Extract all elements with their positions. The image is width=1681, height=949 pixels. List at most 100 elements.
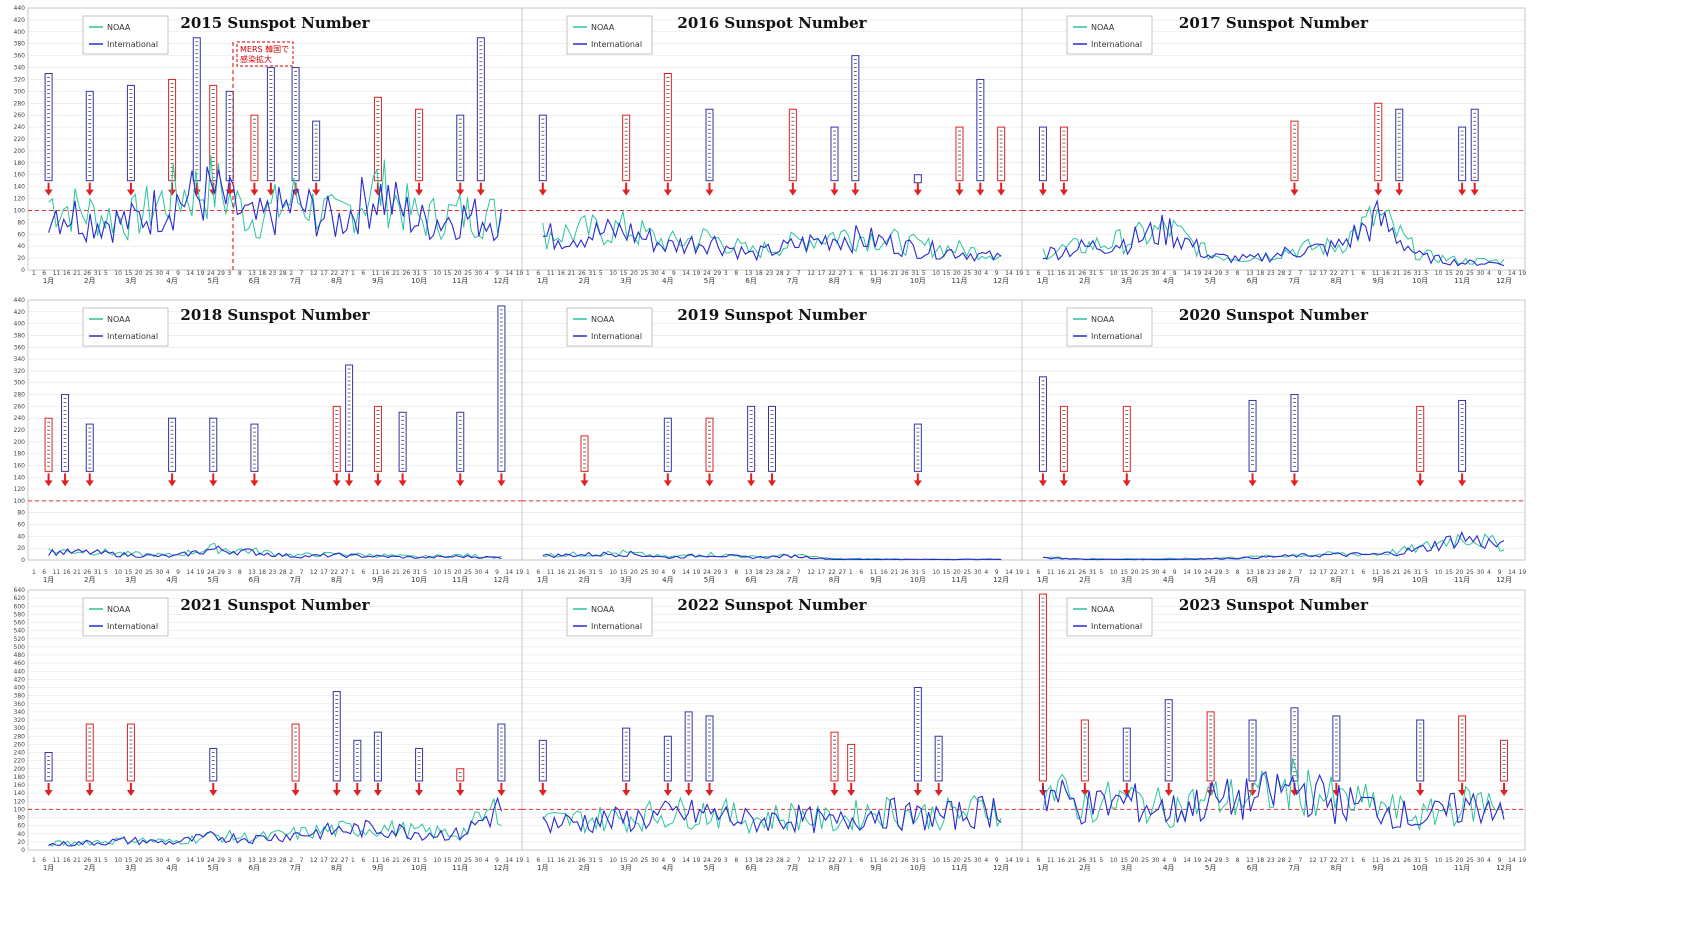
series-line-international <box>48 166 502 244</box>
day-tick-label: 19 <box>1519 270 1527 277</box>
panel-title: 2020 Sunspot Number <box>1179 306 1369 324</box>
day-tick-label: 5 <box>1424 270 1428 277</box>
day-tick-label: 14 <box>1005 569 1013 576</box>
legend-label-international: International <box>1091 332 1142 341</box>
day-tick-label: 5 <box>104 569 108 576</box>
y-tick-label: 460 <box>14 660 26 667</box>
event-arrow-head <box>1290 189 1299 196</box>
day-tick-label: 6 <box>859 270 863 277</box>
day-tick-label: 19 <box>1519 857 1527 864</box>
day-tick-label: 5 <box>1099 569 1103 576</box>
event-marker-box <box>192 37 201 182</box>
day-tick-label: 26 <box>901 569 909 576</box>
day-tick-label: 25 <box>1141 569 1149 576</box>
day-tick-label: 30 <box>1477 569 1485 576</box>
panel-title: 2016 Sunspot Number <box>677 14 867 32</box>
month-label: 1月 <box>537 277 548 285</box>
legend-label-noaa: NOAA <box>591 605 615 614</box>
event-arrow-head <box>353 789 362 796</box>
day-tick-label: 28 <box>1278 270 1286 277</box>
event-arrow-head <box>1395 189 1404 196</box>
event-arrow-head <box>684 789 693 796</box>
day-tick-label: 4 <box>984 569 988 576</box>
day-tick-label: 30 <box>475 857 483 864</box>
day-tick-label: 1 <box>1026 569 1030 576</box>
event-marker-box <box>1458 126 1467 182</box>
day-tick-label: 6 <box>1036 270 1040 277</box>
day-tick-label: 19 <box>693 857 701 864</box>
event-arrow-head <box>913 789 922 796</box>
day-tick-label: 12 <box>807 270 815 277</box>
day-tick-label: 6 <box>42 270 46 277</box>
day-tick-label: 15 <box>943 270 951 277</box>
day-tick-label: 2 <box>1288 857 1292 864</box>
event-marker-box <box>291 67 300 182</box>
day-tick-label: 26 <box>1078 857 1086 864</box>
event-arrow-head <box>345 480 354 487</box>
day-tick-label: 28 <box>776 569 784 576</box>
month-label: 6月 <box>249 277 260 285</box>
day-tick-label: 8 <box>734 270 738 277</box>
day-tick-label: 16 <box>1382 857 1390 864</box>
month-label: 2月 <box>1079 277 1090 285</box>
day-tick-label: 14 <box>682 569 690 576</box>
y-tick-label: 0 <box>21 847 25 854</box>
series-line-noaa <box>1042 532 1505 560</box>
month-label: 10月 <box>910 864 926 872</box>
day-tick-label: 28 <box>1278 857 1286 864</box>
y-tick-label: 240 <box>14 415 26 422</box>
month-label: 8月 <box>829 864 840 872</box>
legend-label-noaa: NOAA <box>591 23 615 32</box>
month-label: 2月 <box>1079 864 1090 872</box>
month-label: 5月 <box>704 576 715 584</box>
day-tick-label: 8 <box>1236 270 1240 277</box>
y-tick-label: 180 <box>14 451 26 458</box>
event-marker-box <box>168 417 177 472</box>
day-tick-label: 1 <box>32 857 36 864</box>
day-tick-label: 14 <box>1183 857 1191 864</box>
day-tick-label: 30 <box>1477 270 1485 277</box>
event-marker-box <box>398 411 407 472</box>
day-tick-label: 20 <box>953 270 961 277</box>
day-tick-label: 26 <box>1403 270 1411 277</box>
event-arrow-head <box>126 789 135 796</box>
month-label: 3月 <box>620 864 631 872</box>
day-tick-label: 21 <box>1068 857 1076 864</box>
month-label: 6月 <box>249 864 260 872</box>
day-tick-label: 25 <box>1466 270 1474 277</box>
event-marker-box <box>250 423 259 472</box>
day-tick-label: 19 <box>1016 569 1024 576</box>
day-tick-label: 25 <box>641 569 649 576</box>
day-tick-label: 1 <box>351 270 355 277</box>
legend-box <box>566 597 653 637</box>
event-marker-box <box>61 394 70 472</box>
day-tick-label: 10 <box>433 270 441 277</box>
panel-title: 2017 Sunspot Number <box>1179 14 1369 32</box>
panel-title: 2019 Sunspot Number <box>677 306 867 324</box>
day-tick-label: 21 <box>891 857 899 864</box>
day-tick-label: 31 <box>911 270 919 277</box>
y-tick-label: 340 <box>14 356 26 363</box>
day-tick-label: 4 <box>1487 569 1491 576</box>
y-tick-label: 400 <box>14 29 26 36</box>
legend-label-noaa: NOAA <box>107 23 131 32</box>
day-tick-label: 20 <box>630 270 638 277</box>
legend-label-international: International <box>591 40 642 49</box>
day-tick-label: 1 <box>849 569 853 576</box>
month-label: 9月 <box>1373 576 1384 584</box>
day-tick-label: 11 <box>372 569 380 576</box>
month-label: 3月 <box>620 576 631 584</box>
day-tick-label: 8 <box>1236 569 1240 576</box>
y-tick-label: 600 <box>14 603 26 610</box>
y-tick-label: 620 <box>14 595 26 602</box>
event-marker-box <box>1080 719 1089 782</box>
event-marker-box <box>1248 719 1257 782</box>
day-tick-label: 11 <box>870 270 878 277</box>
month-label: 6月 <box>745 277 756 285</box>
month-label: 5月 <box>704 864 715 872</box>
month-label: 8月 <box>331 864 342 872</box>
day-tick-label: 9 <box>176 270 180 277</box>
day-tick-label: 9 <box>1498 569 1502 576</box>
y-tick-label: 420 <box>14 309 26 316</box>
